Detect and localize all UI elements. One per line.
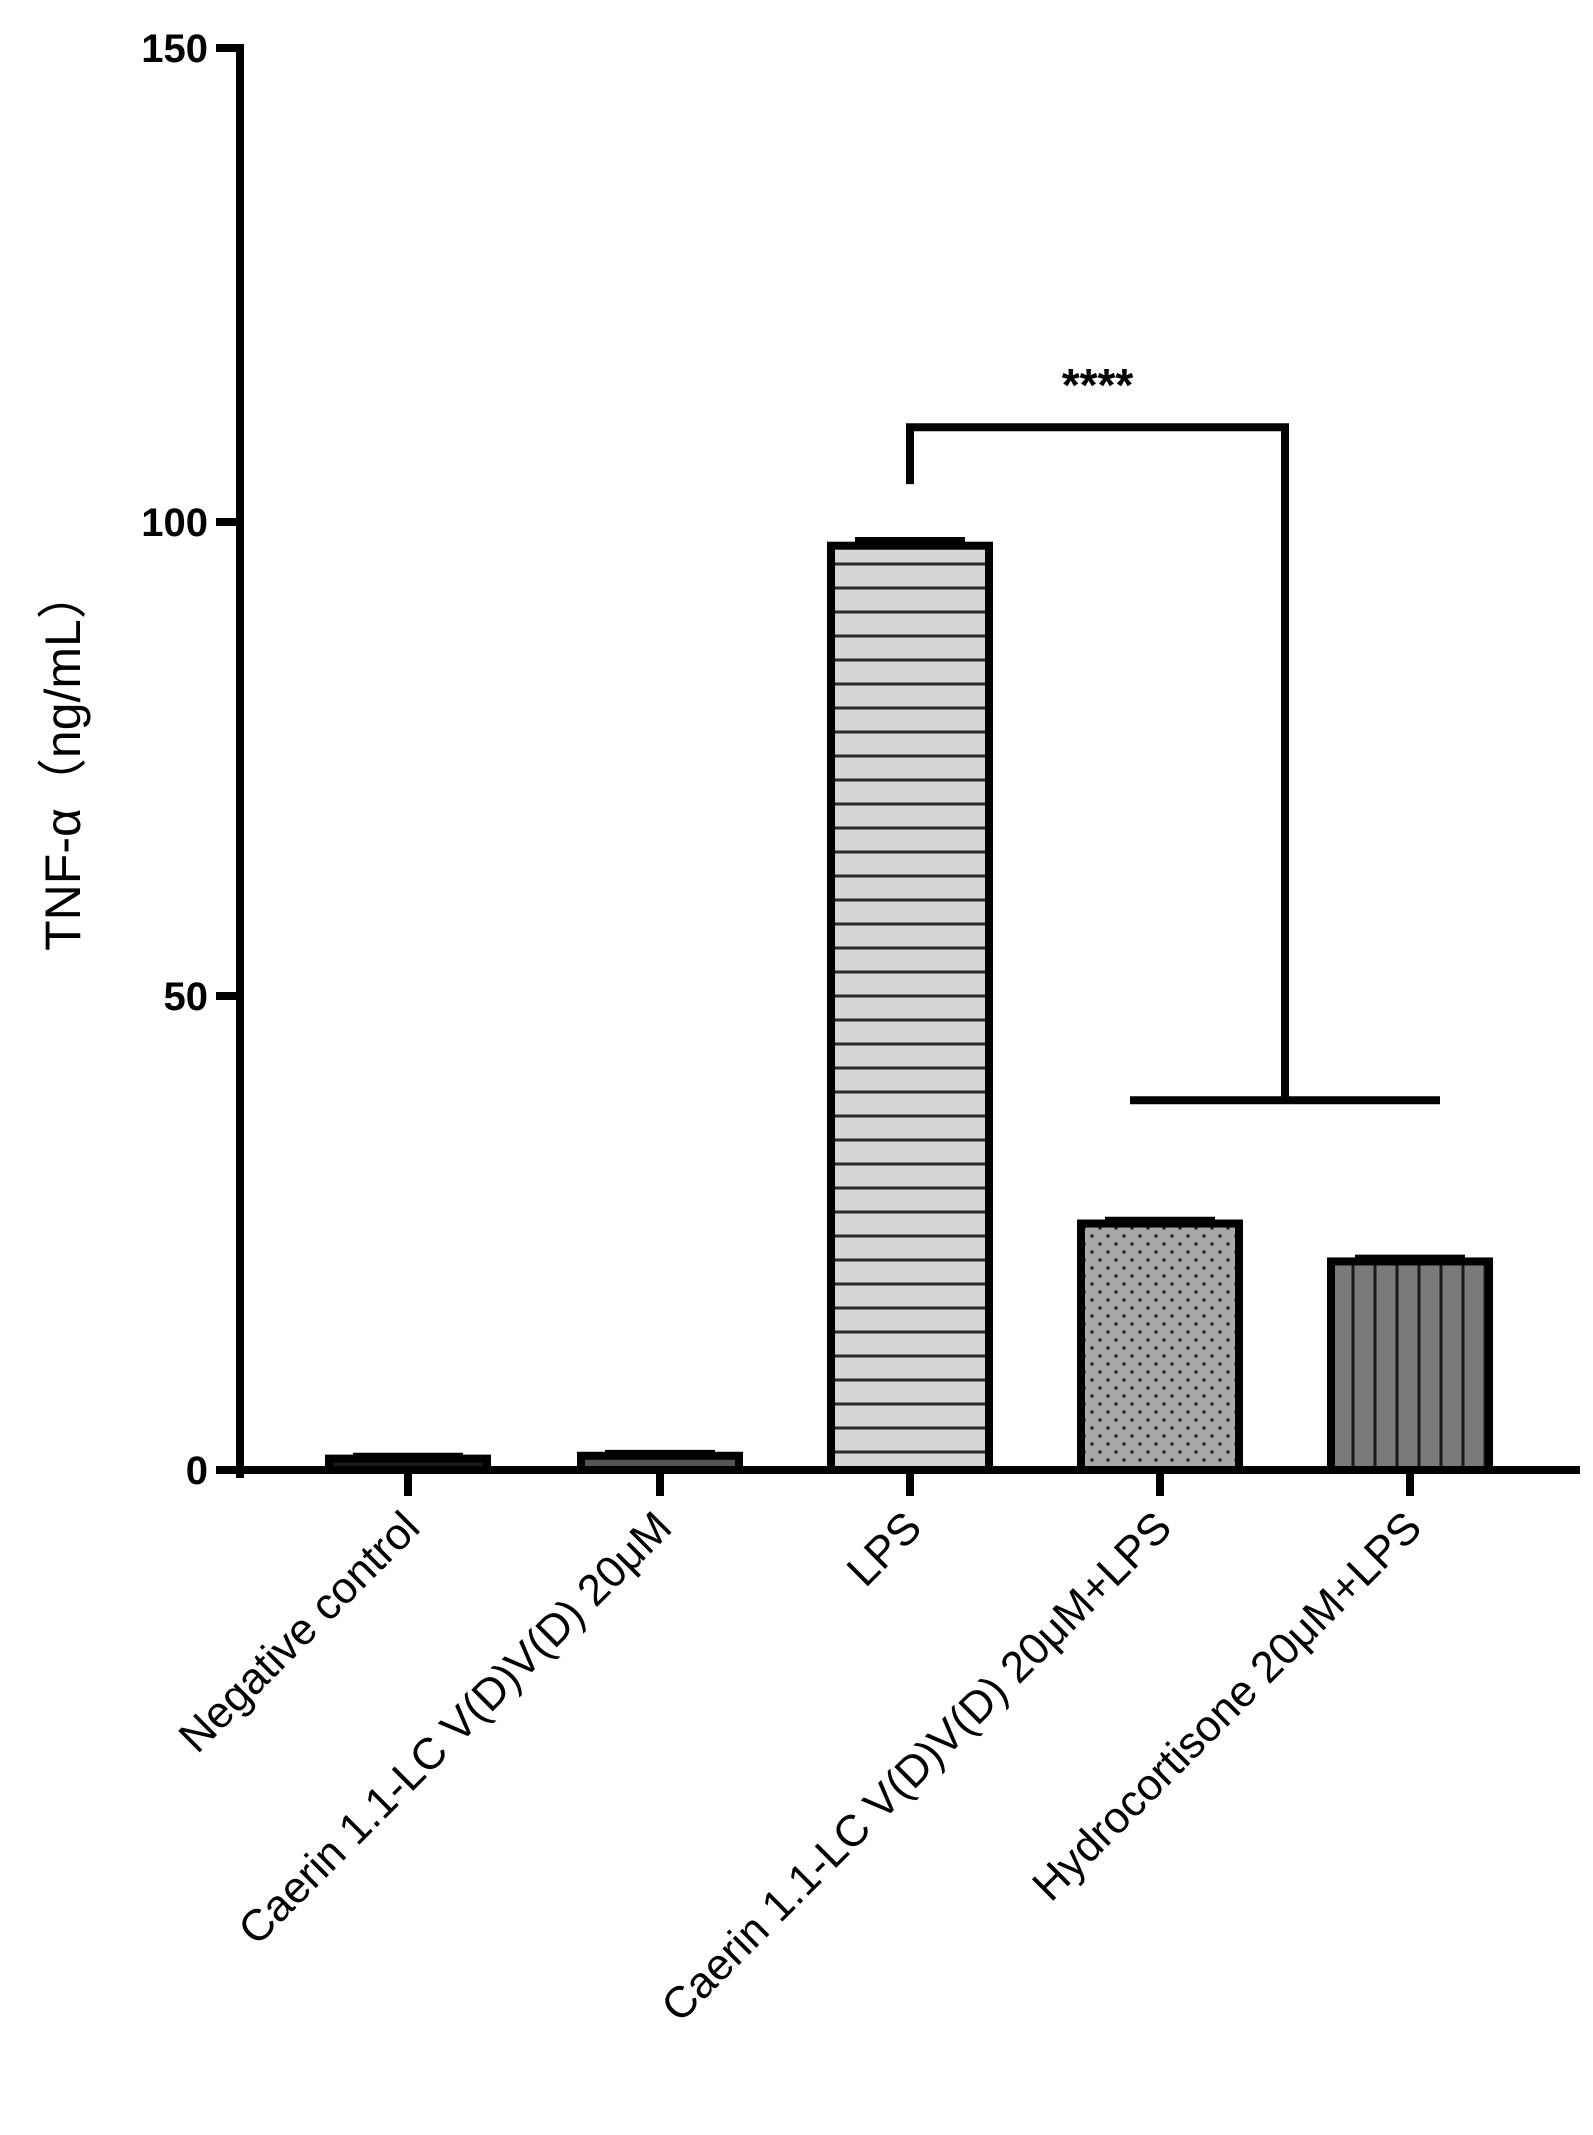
bar xyxy=(827,541,993,1474)
y-tick-label: 50 xyxy=(164,975,209,1019)
y-tick-label: 150 xyxy=(141,27,208,71)
y-tick-label: 0 xyxy=(186,1449,208,1493)
x-category-label: LPS xyxy=(838,1502,931,1595)
y-axis-label: TNF-α（ng/mL） xyxy=(35,569,91,951)
significance-label: **** xyxy=(1062,359,1134,411)
x-category-label: Caerin 1.1-LC V(D)V(D) 20μM xyxy=(229,1502,681,1954)
x-category-label: Caerin 1.1-LC V(D)V(D) 20μM+LPS xyxy=(652,1502,1181,2031)
bar xyxy=(1327,1257,1493,1474)
bars xyxy=(325,537,1493,1475)
y-tick-label: 100 xyxy=(141,501,208,545)
bar xyxy=(1077,1219,1243,1475)
significance-annotations: **** xyxy=(906,359,1440,1105)
y-axis: 0 50 100 150 xyxy=(141,27,244,1493)
significance-bracket xyxy=(906,423,1289,1101)
x-category-label: Negative control xyxy=(170,1502,429,1761)
